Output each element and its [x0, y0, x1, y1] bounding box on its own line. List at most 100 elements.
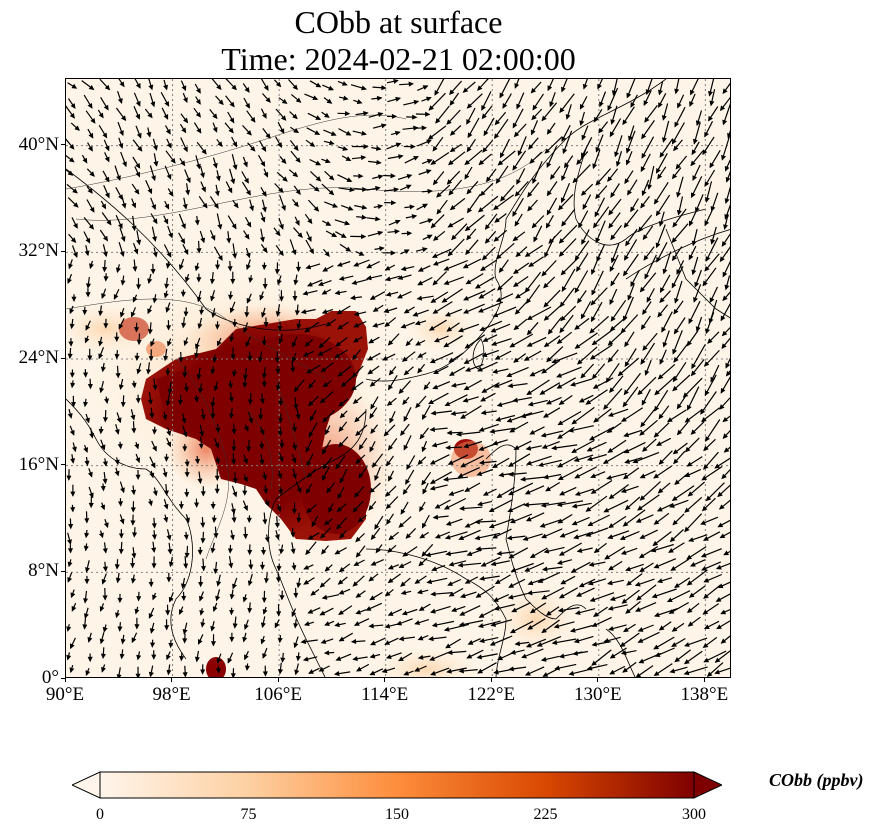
wind-vector	[71, 603, 77, 612]
wind-vector	[423, 381, 431, 391]
wind-vector	[372, 304, 384, 312]
wind-vector	[466, 93, 483, 109]
wind-vector	[242, 485, 248, 496]
wind-vector	[115, 214, 123, 230]
wind-vector	[574, 270, 589, 294]
wind-vector	[512, 150, 527, 171]
wind-vector	[449, 125, 462, 136]
wind-vector	[398, 561, 412, 568]
wind-vector	[573, 635, 594, 644]
wind-vector	[70, 589, 76, 599]
wind-vector	[372, 85, 387, 91]
wind-vector	[421, 471, 432, 486]
wind-vector	[635, 514, 654, 523]
wind-vector	[557, 606, 580, 613]
wind-vector	[196, 240, 202, 254]
wind-vector	[653, 663, 673, 677]
wind-vector	[590, 287, 608, 306]
wind-vector	[194, 83, 201, 94]
wind-vector	[722, 415, 730, 423]
wind-vector	[147, 322, 153, 335]
wind-vector	[429, 484, 448, 491]
wind-vector	[704, 121, 714, 138]
wind-vector	[259, 561, 265, 571]
wind-vector	[353, 99, 363, 105]
wind-vector	[398, 652, 413, 662]
wind-vector	[477, 361, 498, 372]
wind-vector	[624, 348, 637, 368]
wind-vector	[622, 106, 635, 126]
wind-vector	[244, 650, 249, 661]
wind-vector	[443, 276, 464, 285]
wind-vector	[529, 547, 548, 559]
wind-vector	[530, 120, 539, 136]
gridlines	[66, 79, 730, 677]
wind-vector	[262, 512, 268, 525]
wind-vector	[375, 544, 383, 554]
wind-vector	[246, 293, 252, 304]
wind-vector	[659, 290, 671, 304]
wind-vector	[291, 454, 297, 464]
wind-vector	[87, 378, 93, 390]
wind-vector	[131, 198, 137, 209]
wind-vector	[162, 468, 168, 478]
wind-vector	[147, 305, 153, 315]
wind-vector	[212, 157, 218, 169]
wind-vector	[246, 439, 252, 452]
wind-vector	[459, 505, 483, 511]
x-tick-mark	[64, 678, 66, 682]
wind-vector	[582, 194, 592, 210]
wind-vector	[194, 455, 200, 465]
wind-vector	[352, 396, 362, 405]
x-tick-label: 138°E	[680, 684, 729, 705]
wind-vector	[477, 195, 499, 213]
wind-vector	[115, 107, 127, 122]
wind-vector	[66, 469, 72, 481]
wind-vector	[294, 216, 300, 226]
wind-vector	[457, 562, 482, 568]
wind-vector	[102, 458, 108, 467]
wind-vector	[507, 593, 528, 600]
wind-vector	[130, 501, 136, 513]
wind-vector	[368, 501, 377, 511]
wind-vector	[512, 231, 526, 242]
wind-vector	[274, 516, 280, 529]
wind-vector	[325, 318, 337, 327]
wind-vector	[152, 378, 158, 391]
wind-vector	[115, 365, 121, 379]
wind-vector	[306, 468, 317, 478]
wind-vector	[508, 471, 527, 477]
wind-vector	[197, 634, 204, 645]
wind-vector	[182, 425, 188, 438]
wind-vector	[263, 317, 269, 328]
wind-vector	[212, 602, 218, 612]
wind-vector	[598, 121, 609, 134]
wind-vector	[323, 97, 333, 104]
wind-vector	[406, 114, 418, 120]
wind-vector	[166, 427, 172, 437]
wind-vector	[386, 397, 397, 406]
wind-vector	[496, 400, 516, 408]
wind-vector	[436, 184, 451, 198]
wind-vector	[591, 616, 612, 627]
wind-vector	[465, 273, 484, 285]
wind-vector	[279, 195, 286, 211]
wind-vector	[707, 331, 720, 344]
wind-vector	[102, 587, 108, 601]
wind-vector	[611, 79, 618, 96]
wind-vector	[543, 546, 565, 554]
wind-vector	[689, 93, 696, 107]
wind-vector	[625, 601, 641, 614]
wind-vector	[305, 439, 313, 453]
wind-vector	[464, 149, 483, 166]
wind-vector	[476, 653, 498, 660]
wind-vector	[589, 592, 615, 602]
wind-vector	[385, 652, 402, 659]
wind-vector	[703, 349, 720, 367]
wind-vector	[683, 666, 708, 676]
wind-vector	[720, 303, 730, 322]
wind-vector	[589, 344, 613, 360]
wind-vector	[591, 329, 613, 346]
wind-vector	[603, 636, 621, 643]
wind-vector	[246, 259, 251, 271]
